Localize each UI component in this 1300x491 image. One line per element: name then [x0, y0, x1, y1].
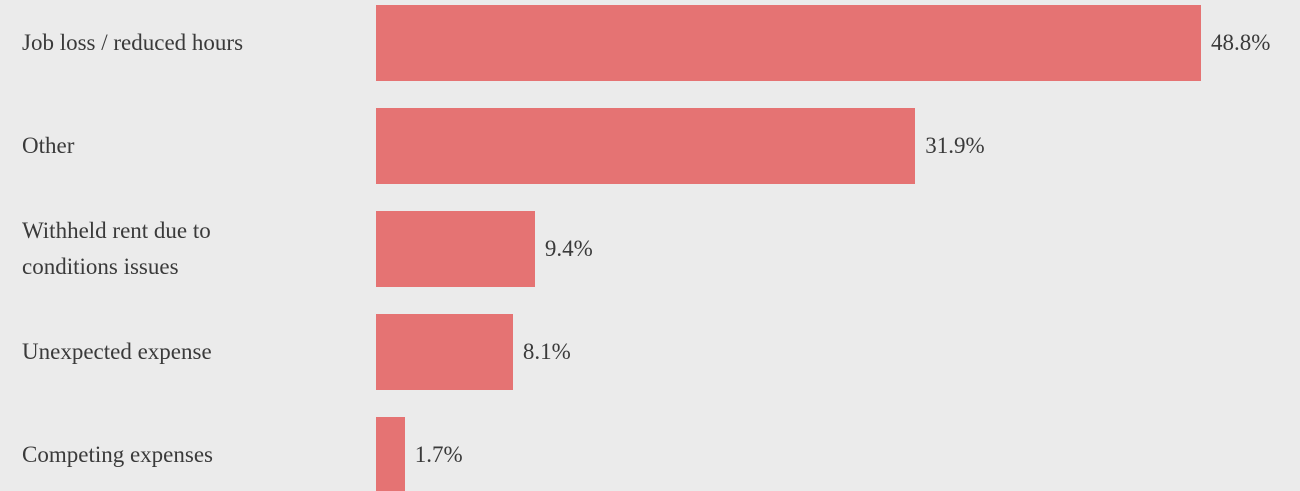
bar [376, 417, 405, 491]
bar [376, 211, 535, 287]
value-label: 9.4% [544, 236, 593, 261]
category-label: Job loss / reduced hours [22, 30, 244, 55]
value-label: 31.9% [925, 133, 985, 158]
bar [376, 108, 916, 184]
category-label: Competing expenses [22, 442, 213, 467]
category-label: Other [22, 133, 75, 158]
value-label: 48.8% [1211, 30, 1271, 55]
category-label: Withheld rent due to conditions issues [22, 218, 211, 279]
value-label: 1.7% [414, 442, 463, 467]
category-label: Unexpected expense [22, 339, 212, 364]
value-label: 8.1% [522, 339, 571, 364]
bar [376, 5, 1201, 81]
bar [376, 314, 513, 390]
